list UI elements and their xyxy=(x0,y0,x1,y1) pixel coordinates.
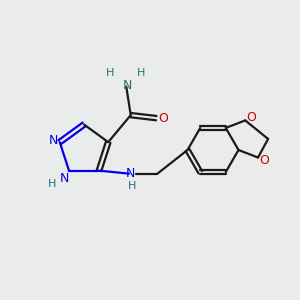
Text: O: O xyxy=(259,154,269,167)
Text: N: N xyxy=(126,167,135,180)
Text: O: O xyxy=(158,112,168,124)
Text: N: N xyxy=(123,79,132,92)
Text: H: H xyxy=(106,68,114,78)
Text: H: H xyxy=(128,181,136,191)
Text: N: N xyxy=(49,134,58,147)
Text: H: H xyxy=(48,179,57,189)
Text: H: H xyxy=(137,68,146,78)
Text: N: N xyxy=(60,172,69,184)
Text: O: O xyxy=(246,111,256,124)
